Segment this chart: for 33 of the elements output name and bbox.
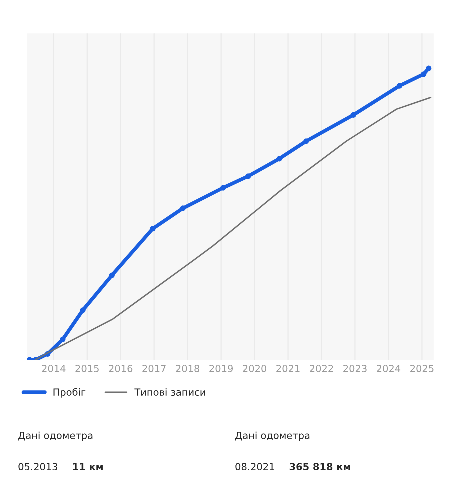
- point: [60, 336, 66, 342]
- legend-label: Пробіг: [54, 388, 86, 398]
- point: [426, 66, 432, 72]
- point: [180, 206, 186, 212]
- x-tick-label: 2017: [142, 365, 166, 372]
- point: [421, 72, 427, 78]
- x-tick-label: 2018: [176, 365, 200, 372]
- point: [220, 185, 226, 191]
- point: [246, 174, 252, 180]
- text: 08.2021: [236, 463, 274, 471]
- text: Дані одометра: [18, 432, 93, 442]
- point: [304, 138, 310, 144]
- x-tick-label: 2020: [243, 365, 267, 372]
- x-tick-label: 2023: [344, 365, 367, 372]
- x-tick-label: 2014: [42, 365, 66, 372]
- text: 11 км: [73, 463, 103, 470]
- point: [150, 226, 156, 232]
- point: [350, 112, 356, 118]
- x-tick-label: 2025: [410, 365, 434, 372]
- x-tick-label: 2019: [210, 365, 233, 372]
- text: 365 818 км: [290, 463, 350, 471]
- point: [109, 272, 115, 278]
- x-tick-label: 2015: [76, 365, 99, 372]
- text: 05.2013: [18, 463, 58, 471]
- x-tick-label: 2022: [310, 365, 334, 372]
- point: [80, 308, 86, 314]
- x-tick-label: 2016: [109, 365, 133, 372]
- legend-label: Типові записи: [134, 388, 206, 396]
- point: [396, 83, 403, 89]
- x-tick-label: 2021: [276, 365, 300, 372]
- text: Дані одометра: [236, 432, 310, 442]
- x-tick-label: 2024: [377, 365, 401, 372]
- point: [276, 156, 282, 162]
